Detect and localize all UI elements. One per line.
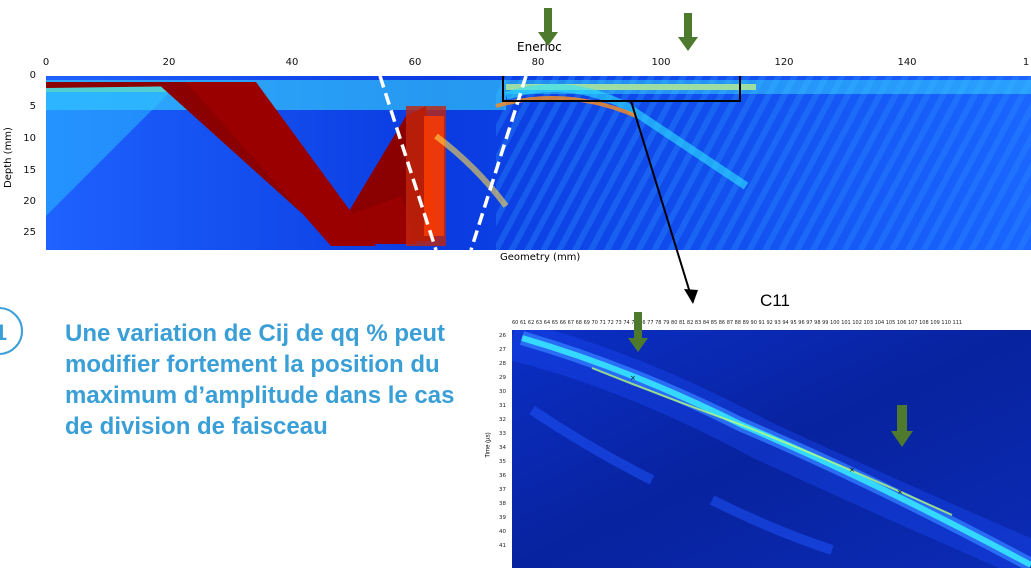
zoom-y-tick: 36 [499,473,506,479]
y-tick: 0 [29,70,36,81]
svg-text:×: × [849,466,855,474]
zoom-plot-title: C11 [760,291,790,310]
zoom-y-tick: 26 [499,333,506,339]
zoom-y-tick: 29 [499,375,506,381]
x-tick: 60 [408,57,422,68]
zoom-y-tick: 39 [499,515,506,521]
top-bscan-image [46,76,1031,250]
x-axis-label: Geometry (mm) [500,252,581,263]
zoom-y-tick: 27 [499,347,506,353]
y-tick: 25 [23,227,36,238]
x-tick: 140 [897,57,917,68]
svg-text:×: × [630,374,636,382]
zoom-y-tick: 34 [499,445,506,451]
callout-text: Une variation de Cij de qq % peut modifi… [65,320,455,440]
arrow-down-icon [628,312,648,352]
x-tick: 1 [1022,57,1030,68]
zoom-y-tick: 41 [499,543,506,549]
arrow-down-icon [891,405,913,447]
zoom-y-tick: 37 [499,487,506,493]
zoom-y-axis-label: Time (µs) [485,432,492,458]
y-tick: 5 [29,101,36,112]
top-plot-title: Enerloc [517,40,562,54]
x-tick: 0 [42,57,50,68]
y-tick: 15 [23,165,36,176]
zoom-y-tick: 31 [499,403,506,409]
zoom-y-tick: 33 [499,431,506,437]
svg-text:×: × [897,488,903,496]
y-tick: 20 [23,196,36,207]
zoom-y-tick: 32 [499,417,506,423]
x-tick: 20 [162,57,176,68]
zoom-x-ticks: 60 61 62 63 64 65 66 67 68 69 70 71 72 7… [512,320,963,326]
zoom-y-tick: 35 [499,459,506,465]
x-tick: 40 [285,57,299,68]
arrow-down-icon [538,8,558,46]
zoom-y-tick: 40 [499,529,506,535]
top-plot: Enerloc 0 20 40 60 80 100 120 140 1 0 5 … [0,0,1031,270]
arrow-down-icon [678,13,698,51]
zoom-y-tick: 30 [499,389,506,395]
zoom-bscan-image: × × × [512,330,1031,568]
zoom-y-tick: 38 [499,501,506,507]
y-tick: 10 [23,133,36,144]
zoom-y-tick: 28 [499,361,506,367]
x-tick: 120 [774,57,794,68]
x-tick: 100 [651,57,671,68]
x-tick: 80 [531,57,545,68]
